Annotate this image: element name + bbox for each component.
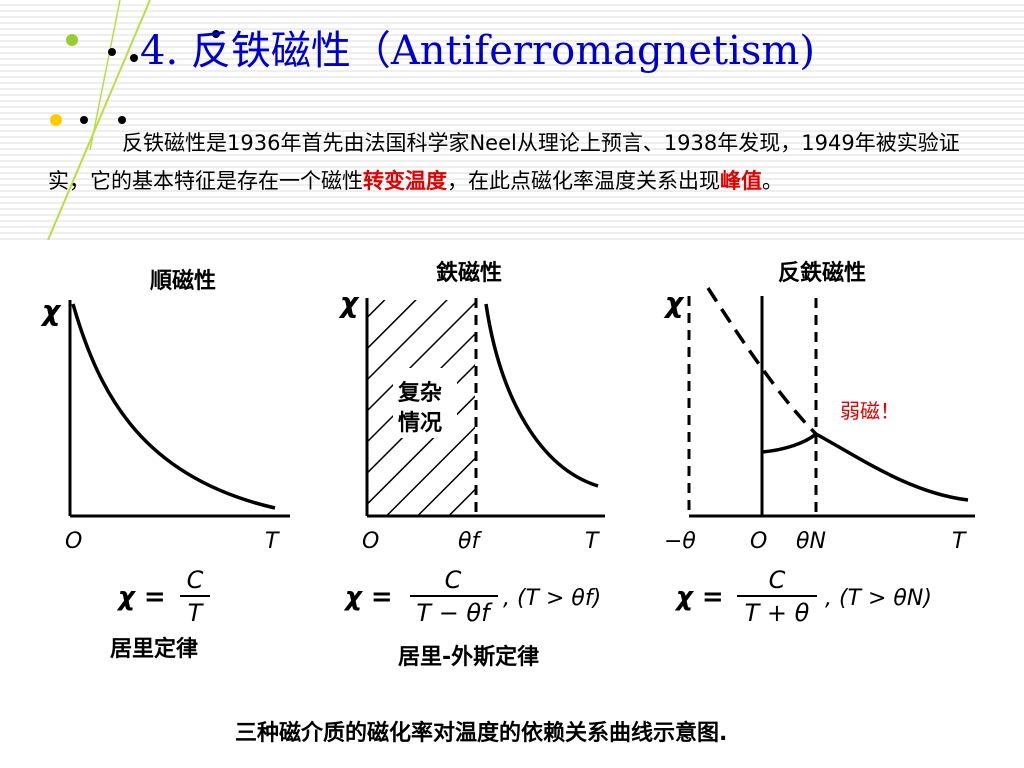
extrapolated-curve (706, 287, 818, 436)
x-tick-neg-theta: −θ (664, 529, 696, 554)
highlight-transition-temperature: 转变温度 (363, 169, 447, 193)
deco-line (89, 0, 121, 151)
formula-condition: , (T > θN) (825, 586, 932, 611)
law-name: 居里定律 (110, 636, 198, 662)
panel-title: 反鉄磁性 (778, 260, 866, 286)
panel-title: 順磁性 (150, 268, 216, 294)
hatched-label-bg (393, 368, 457, 438)
formula-numerator: C (769, 566, 786, 594)
highlight-peak: 峰值 (720, 169, 762, 193)
deco-line (47, 0, 151, 240)
x-tick-t: T (585, 529, 600, 554)
y-axis-label: χ (663, 286, 685, 319)
figure-caption: 三种磁介质的磁化率对温度的依赖关系曲线示意图. (235, 720, 727, 746)
slide-decoration (47, 0, 220, 240)
deco-dot (118, 116, 126, 124)
x-tick-t: T (265, 529, 280, 554)
paragraph-text: 。 (762, 169, 783, 193)
header-stripes (0, 0, 1024, 240)
x-tick-origin: O (750, 529, 767, 554)
formula-lhs: χ = (674, 582, 724, 612)
panel-title: 鉄磁性 (436, 260, 502, 286)
panel-paramagnetism: 順磁性 χ O T χ = C T 居里定律 (40, 268, 290, 662)
formula-condition: , (T > θf) (503, 586, 601, 611)
hatched-label-line1: 复杂 (397, 380, 442, 406)
x-tick-origin: O (65, 529, 82, 554)
x-tick-theta-n: θN (796, 529, 826, 554)
law-name: 居里-外斯定律 (398, 644, 539, 670)
formula-denominator: T − θf (416, 599, 493, 627)
intro-paragraph: 反铁磁性是1936年首先由法国科学家Neel从理论上预言、1938年发现，194… (48, 124, 978, 200)
y-axis-label: χ (40, 294, 62, 327)
deco-dot-yellow (50, 114, 62, 126)
x-tick-origin: O (362, 529, 379, 554)
deco-dot (212, 30, 220, 38)
above-neel-curve (815, 432, 969, 502)
weak-magnetism-annotation: 弱磁！ (840, 399, 900, 423)
formula-numerator: C (187, 566, 204, 594)
x-tick-theta-f: θf (458, 529, 482, 554)
below-neel-curve (761, 432, 818, 454)
slide-title: 4. 反铁磁性（Antiferromagnetism) (140, 28, 815, 74)
curie-curve (71, 303, 276, 510)
formula-lhs: χ = (116, 582, 166, 612)
susceptibility-figure: 順磁性 χ O T χ = C T 居里定律 鉄磁性 χ 复杂 情况 O θf … (40, 260, 975, 746)
formula-denominator: T + θ (745, 599, 810, 627)
formula-denominator: T (188, 599, 205, 627)
deco-dot (80, 116, 88, 124)
deco-dot-green (66, 34, 78, 46)
deco-dot (108, 48, 116, 56)
hatched-label-line2: 情况 (398, 410, 442, 436)
formula-lhs: χ = (343, 582, 393, 612)
panel-ferromagnetism: 鉄磁性 χ 复杂 情况 O θf T χ = C T − θf , (T > θ… (338, 260, 605, 670)
panel-antiferromagnetism: 反鉄磁性 χ 弱磁！ −θ O θN T χ = C T + θ , (T > … (663, 260, 975, 627)
paragraph-text: ，在此点磁化率温度关系出现 (447, 169, 720, 193)
deco-dot (130, 54, 138, 62)
curie-weiss-curve (484, 303, 599, 488)
formula-numerator: C (445, 566, 462, 594)
paragraph-text: 反铁磁性是1936年首先由法国科学家Neel从理论上预言、1938年发现，194… (48, 131, 960, 193)
y-axis-label: χ (338, 286, 360, 319)
x-tick-t: T (952, 529, 967, 554)
